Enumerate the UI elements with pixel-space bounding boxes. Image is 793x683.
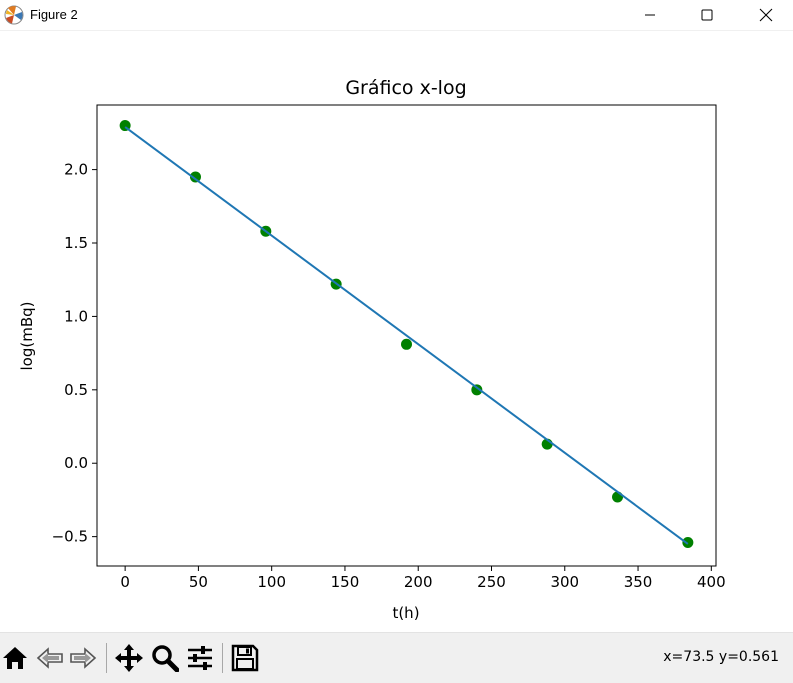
minimize-button[interactable]	[627, 0, 673, 30]
maximize-button[interactable]	[684, 0, 730, 30]
plot-series	[119, 120, 694, 549]
save-icon	[231, 644, 259, 672]
configure-subplots-button[interactable]	[185, 641, 215, 675]
pan-button[interactable]	[114, 641, 144, 675]
pan-icon	[115, 644, 143, 672]
cursor-coordinates: x=73.5 y=0.561	[663, 649, 779, 665]
matplotlib-logo-icon	[4, 5, 24, 25]
title-bar: Figure 2	[0, 0, 793, 31]
x-tick-label: 250	[477, 573, 506, 591]
zoom-icon	[152, 645, 179, 672]
data-point	[612, 491, 624, 503]
y-tick-label: 1.0	[64, 307, 88, 325]
x-tick-label: 350	[624, 573, 653, 591]
y-tick-label: 1.5	[64, 234, 88, 252]
close-icon	[759, 8, 773, 22]
x-tick-label: 200	[404, 573, 433, 591]
x-tick-label: 0	[120, 573, 130, 591]
maximize-icon	[701, 9, 713, 21]
x-axis-ticks: 0 50 100 150 200 250 300 350 400	[120, 566, 726, 591]
y-tick-label: 0.0	[64, 454, 88, 472]
home-button[interactable]	[0, 641, 30, 675]
data-point	[189, 171, 201, 183]
x-tick-label: 300	[550, 573, 579, 591]
data-point	[471, 384, 483, 396]
zoom-button[interactable]	[150, 641, 180, 675]
y-tick-label: 2.0	[64, 161, 88, 179]
x-tick-label: 100	[257, 573, 286, 591]
fit-line	[124, 126, 689, 545]
chart-title: Gráfico x-log	[345, 77, 466, 99]
y-tick-label: 0.5	[64, 381, 88, 399]
window-title: Figure 2	[30, 7, 78, 22]
back-button[interactable]	[35, 641, 65, 675]
y-axis-ticks: −0.5 0.0 0.5 1.0 1.5 2.0	[52, 161, 97, 546]
x-axis-label: t(h)	[392, 604, 419, 622]
x-tick-label: 50	[189, 573, 208, 591]
save-button[interactable]	[230, 641, 260, 675]
chart[interactable]: Gráfico x-log 0 50 100 150 200 250 300 350 400 −…	[0, 31, 793, 631]
minimize-icon	[645, 14, 655, 16]
figure-canvas[interactable]: Gráfico x-log 0 50 100 150 200 250 300 350 400 −…	[0, 31, 793, 631]
data-point	[682, 537, 694, 549]
back-icon	[36, 647, 63, 669]
close-button[interactable]	[743, 0, 789, 30]
forward-icon	[70, 647, 97, 669]
forward-button[interactable]	[68, 641, 98, 675]
configure-subplots-icon	[188, 646, 212, 670]
navigation-toolbar: x=73.5 y=0.561	[0, 632, 793, 683]
x-tick-label: 150	[331, 573, 360, 591]
data-point	[401, 338, 412, 350]
toolbar-separator	[222, 643, 223, 673]
y-tick-label: −0.5	[52, 528, 88, 546]
home-icon	[3, 647, 27, 669]
toolbar-separator	[106, 643, 107, 673]
x-tick-label: 400	[697, 573, 726, 591]
y-axis-label: log(mBq)	[18, 302, 36, 371]
